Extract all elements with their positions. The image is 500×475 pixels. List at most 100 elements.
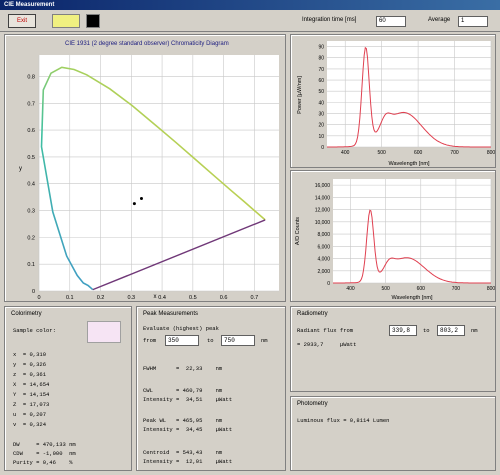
- peak-to-input[interactable]: 750: [221, 335, 255, 346]
- cdw-value: CDW = -1,000 nm: [13, 450, 76, 457]
- cie-x-tick: 0.3: [127, 295, 135, 301]
- peak-from-input[interactable]: 350: [165, 335, 199, 346]
- cie-xlabel: x: [154, 294, 157, 300]
- colorimetry-value: v = 0,324: [13, 421, 47, 428]
- counts-y-tick: 12,000: [315, 208, 331, 214]
- power-y-tick: 20: [318, 123, 324, 129]
- power-y-tick: 10: [318, 134, 324, 140]
- counts-chart: 400 500 600 700 800 0 2,000 4,000 6,000 8,000 10,…: [295, 179, 496, 301]
- counts-y-tick: 8,000: [317, 232, 330, 238]
- cie-x-tick: 0.1: [66, 295, 74, 301]
- colorimetry-value: y = 0,326: [13, 361, 47, 368]
- cie-x-tick: 0: [37, 295, 40, 301]
- counts-y-tick: 16,000: [315, 183, 331, 189]
- flux-to-input[interactable]: 803,2: [437, 325, 465, 336]
- power-x-tick: 800: [487, 150, 496, 156]
- power-y-tick: 40: [318, 100, 324, 106]
- cie-y-tick: 0.7: [27, 101, 35, 107]
- colorimetry-value: Z = 17,073: [13, 401, 50, 408]
- power-y-tick: 60: [318, 78, 324, 84]
- cie-x-tick: 0.4: [158, 295, 166, 301]
- fwhm-value: FWHM = 22,33 nm: [143, 365, 223, 372]
- power-x-tick: 400: [341, 150, 350, 156]
- cie-x-tick: 0.6: [220, 295, 228, 301]
- cie-y-tick: 0.1: [27, 262, 35, 268]
- peak-wl-value: Peak WL = 465,95 nm: [143, 417, 223, 424]
- power-y-tick: 50: [318, 89, 324, 95]
- counts-curve: [333, 209, 491, 284]
- cie-y-tick: 0.3: [27, 209, 35, 215]
- window-title: CIE Measurement: [0, 0, 500, 10]
- power-x-tick: 700: [450, 150, 459, 156]
- cie-panel: CIE 1931 (2 degree standard observer) Ch…: [4, 34, 286, 302]
- flux-value: = 2933,7 µWatt: [297, 341, 357, 348]
- color-button[interactable]: [52, 14, 80, 28]
- toolbar: Exit Integration time [ms] 60 Average 1: [0, 10, 500, 32]
- cie-x-tick: 0.5: [189, 295, 197, 301]
- purity-value: Purity = 0,46 %: [13, 459, 73, 466]
- counts-xlabel: Wavelength [nm]: [391, 295, 433, 301]
- photometry-panel: Photometry Luminous flux = 0,8114 Lumen: [290, 396, 496, 471]
- exit-button[interactable]: Exit: [8, 14, 36, 28]
- counts-y-tick: 0: [327, 281, 330, 287]
- colorimetry-value: u = 0,207: [13, 411, 47, 418]
- evaluate-label: Evaluate (highest) peak: [143, 325, 219, 332]
- power-xlabel: Wavelength [nm]: [388, 161, 430, 167]
- counts-plot-area: [333, 179, 491, 283]
- colorimetry-title: Colorimetry: [11, 311, 42, 317]
- counts-x-tick: 700: [452, 286, 461, 292]
- centroid-intensity: Intensity = 12,01 µWatt: [143, 458, 233, 465]
- colorimetry-panel: Colorimetry Sample color: x = 0,310 y = 0…: [4, 306, 132, 471]
- power-panel: 400 500 600 700 800 0 10 20 30 40 50 60 70 80 90 Wave…: [290, 34, 496, 168]
- counts-y-tick: 10,000: [315, 220, 331, 226]
- cwl-value: CWL = 460,79 nm: [143, 387, 223, 394]
- spectral-locus: [40, 66, 266, 291]
- peak-title: Peak Measurements: [143, 311, 199, 317]
- power-curve: [327, 46, 491, 148]
- counts-y-tick: 2,000: [317, 269, 330, 275]
- purple-line: [92, 219, 266, 291]
- counts-x-tick: 600: [417, 286, 426, 292]
- power-y-tick: 30: [318, 112, 324, 118]
- power-y-tick: 0: [321, 145, 324, 151]
- flux-to-label: to: [423, 327, 430, 334]
- cie-x-tick: 0.7: [251, 295, 259, 301]
- black-button[interactable]: [86, 14, 100, 28]
- cie-y-tick: 0.5: [27, 155, 35, 161]
- counts-panel: 400 500 600 700 800 0 2,000 4,000 6,000 8,000 10,…: [290, 170, 496, 302]
- average-input[interactable]: 1: [458, 16, 488, 27]
- colorimetry-value: x = 0,310: [13, 351, 47, 358]
- power-y-tick: 70: [318, 67, 324, 73]
- counts-y-tick: 14,000: [315, 195, 331, 201]
- radiometry-panel: Radiometry Radiant flux from 339,8 to 80…: [290, 306, 496, 392]
- luminous-flux-value: Luminous flux = 0,8114 Lumen: [297, 417, 390, 424]
- counts-x-tick: 400: [346, 286, 355, 292]
- cwl-intensity: Intensity = 34,51 µWatt: [143, 396, 233, 403]
- chromaticity-point: [132, 202, 136, 206]
- cie-ylabel: y: [19, 166, 22, 172]
- colorimetry-value: z = 0,361: [13, 371, 47, 378]
- nm-label: nm: [261, 337, 268, 344]
- average-label: Average: [428, 17, 451, 23]
- centroid-value: Centroid = 543,43 nm: [143, 449, 223, 456]
- power-ylabel: Power [µW/nm]: [297, 76, 303, 114]
- integration-input[interactable]: 60: [376, 16, 406, 27]
- counts-x-tick: 500: [381, 286, 390, 292]
- power-y-tick: 90: [318, 45, 324, 51]
- cie-title: CIE 1931 (2 degree standard observer) Ch…: [65, 41, 229, 47]
- peak-panel: Peak Measurements Evaluate (highest) pea…: [136, 306, 286, 471]
- cie-y-tick: 0.2: [27, 235, 35, 241]
- sample-color-swatch: [87, 321, 121, 343]
- colorimetry-value: X = 14,654: [13, 381, 50, 388]
- colorimetry-value: Y = 14,154: [13, 391, 50, 398]
- cie-x-tick: 0.2: [97, 295, 105, 301]
- power-chart: 400 500 600 700 800 0 10 20 30 40 50 60 70 80 90 Wave…: [297, 41, 496, 167]
- sample-color-label: Sample color:: [13, 327, 56, 334]
- cie-chart: 0 0.1 0.2 0.3 0.4 0.5 0.6 0.7 0 0.1 0.2 0.3 0.4 0.5 0…: [19, 55, 279, 301]
- power-y-tick: 80: [318, 56, 324, 62]
- flux-from-input[interactable]: 339,8: [389, 325, 417, 336]
- counts-x-tick: 800: [487, 286, 496, 292]
- flux-nm-label: nm: [471, 327, 478, 334]
- cie-plot-area: [39, 55, 279, 291]
- cie-y-tick: 0.4: [27, 182, 35, 188]
